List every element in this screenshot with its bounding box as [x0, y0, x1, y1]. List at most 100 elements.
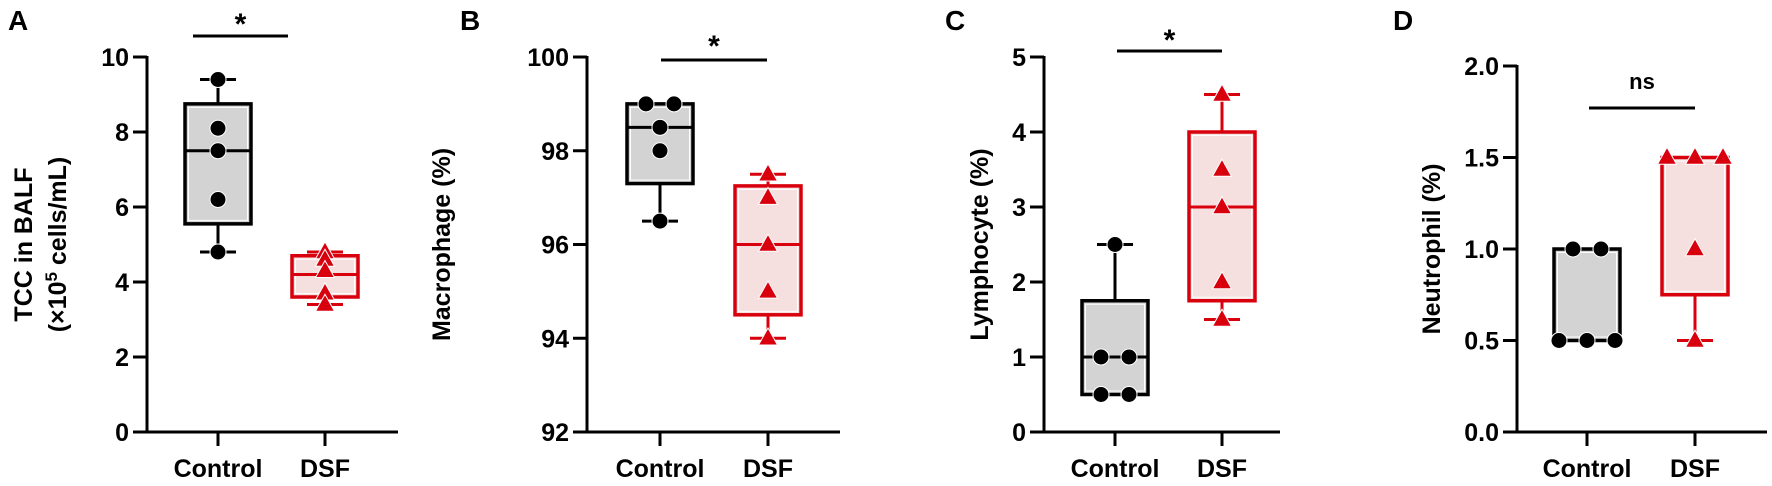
y-axis-label: Lymphocyte (%) — [966, 148, 994, 340]
data-point-triangle — [1211, 83, 1233, 102]
data-point-triangle — [1684, 237, 1706, 257]
y-tick-label: 1 — [1012, 344, 1026, 372]
y-axis-label: Macrophage (%) — [428, 148, 456, 341]
y-tick-label: 1.5 — [1464, 145, 1499, 173]
data-point-triangle — [1211, 195, 1233, 215]
box-group-dsf — [733, 162, 803, 346]
y-tick-label: 10 — [101, 44, 129, 72]
x-tick-label: Control — [1543, 455, 1632, 483]
x-tick-label: DSF — [1197, 455, 1247, 483]
data-point-circle — [1092, 348, 1110, 366]
y-tick-label: 0.5 — [1464, 328, 1499, 356]
data-point-circle — [209, 243, 227, 261]
data-point-triangle — [1684, 329, 1706, 348]
x-tick-label: DSF — [743, 455, 793, 483]
significance-label: * — [1164, 24, 1176, 57]
panel-letter: C — [945, 5, 965, 36]
box — [1660, 155, 1730, 297]
y-tick-label: 2 — [1012, 269, 1026, 297]
panel-letter: A — [8, 5, 28, 36]
data-point-circle — [1564, 240, 1582, 258]
box-inner-highlight — [1085, 303, 1145, 392]
data-point-circle — [1578, 332, 1596, 349]
x-tick-label: Control — [616, 455, 705, 483]
y-tick-label: 5 — [1012, 44, 1026, 72]
y-tick-label: 1.0 — [1464, 236, 1499, 264]
significance-label: ns — [1629, 69, 1655, 94]
box-group-dsf — [290, 240, 360, 312]
data-point-triangle — [757, 327, 779, 346]
panel-letter: D — [1393, 5, 1413, 36]
panel-a: A 0 2 4 6 8 10 Control DSF TCC in BALF (×105 cells… — [8, 5, 398, 483]
y-tick-label: 2.0 — [1464, 53, 1499, 81]
data-point-circle — [209, 191, 227, 208]
y-tick-label: 0.0 — [1464, 419, 1499, 447]
data-point-triangle — [1684, 146, 1706, 165]
box-group-control — [183, 71, 253, 261]
data-point-triangle — [1211, 158, 1233, 177]
y-axis-label: TCC in BALF — [10, 167, 38, 321]
data-point-triangle — [757, 162, 779, 182]
data-point-circle — [1550, 332, 1568, 349]
box — [1080, 299, 1150, 397]
x-tick-label: Control — [174, 455, 263, 483]
y-tick-label: 3 — [1012, 194, 1026, 222]
y-tick-label: 100 — [527, 44, 569, 72]
data-point-triangle — [1656, 146, 1678, 165]
significance-label: * — [235, 8, 247, 41]
box-group-control — [1550, 240, 1624, 349]
x-tick-label: DSF — [300, 455, 350, 483]
data-point-circle — [1092, 386, 1110, 403]
data-point-triangle — [757, 186, 779, 205]
y-axis-label: Neutrophil (%) — [1418, 164, 1446, 335]
data-point-circle — [1120, 348, 1138, 366]
data-point-circle — [209, 119, 227, 137]
panel-letter: B — [460, 5, 480, 36]
y-axis-label-units-prefix: (×10 — [44, 282, 72, 333]
data-point-circle — [1592, 240, 1610, 258]
data-point-triangle — [1211, 308, 1233, 327]
data-point-triangle — [757, 280, 779, 299]
y-tick-label: 0 — [1012, 419, 1026, 447]
panel-d: D 0.0 0.5 1.0 1.5 2.0 Control DSF Neutrophil (%)… — [1393, 5, 1767, 483]
data-point-triangle — [314, 293, 336, 312]
x-tick-label: DSF — [1670, 455, 1720, 483]
box-group-dsf — [1187, 83, 1257, 327]
y-axis-label-units: (×105 cells/mL) — [42, 157, 72, 333]
y-tick-label: 98 — [541, 138, 569, 166]
box — [1552, 247, 1622, 343]
data-point-circle — [209, 71, 227, 88]
data-point-circle — [637, 95, 655, 113]
x-tick-label: Control — [1071, 455, 1160, 483]
y-tick-label: 0 — [115, 419, 129, 447]
box — [625, 102, 695, 186]
data-point-circle — [651, 212, 669, 230]
y-tick-label: 8 — [115, 119, 129, 147]
y-tick-label: 92 — [541, 419, 569, 447]
y-tick-label: 6 — [115, 194, 129, 222]
y-axis-label-units-suffix: cells/mL) — [44, 157, 72, 272]
box-group-dsf — [1656, 146, 1734, 348]
data-point-circle — [1106, 236, 1124, 253]
box-group-control — [625, 95, 695, 230]
data-point-circle — [665, 95, 683, 113]
data-point-circle — [651, 142, 669, 160]
box-group-control — [1080, 236, 1150, 403]
data-point-circle — [1120, 386, 1138, 403]
y-tick-label: 2 — [115, 344, 129, 372]
box-inner-highlight — [1192, 135, 1252, 298]
y-axis-label-units-superscript: 5 — [42, 272, 61, 281]
y-tick-label: 4 — [1012, 119, 1026, 147]
y-tick-label: 96 — [541, 232, 569, 260]
significance-label: * — [708, 30, 720, 63]
data-point-triangle — [757, 233, 779, 252]
data-point-triangle — [1211, 270, 1233, 290]
y-tick-label: 4 — [115, 269, 129, 297]
data-point-circle — [1606, 332, 1624, 349]
box-inner-highlight — [188, 106, 248, 221]
data-point-circle — [209, 142, 227, 160]
panel-b: B 92 94 96 98 100 Control DSF Macrophage (%) * — [428, 5, 840, 483]
box-inner-highlight — [630, 106, 690, 181]
panel-c: C 0 1 2 3 4 5 Control DSF Lymphocyte (%) * — [945, 5, 1280, 483]
